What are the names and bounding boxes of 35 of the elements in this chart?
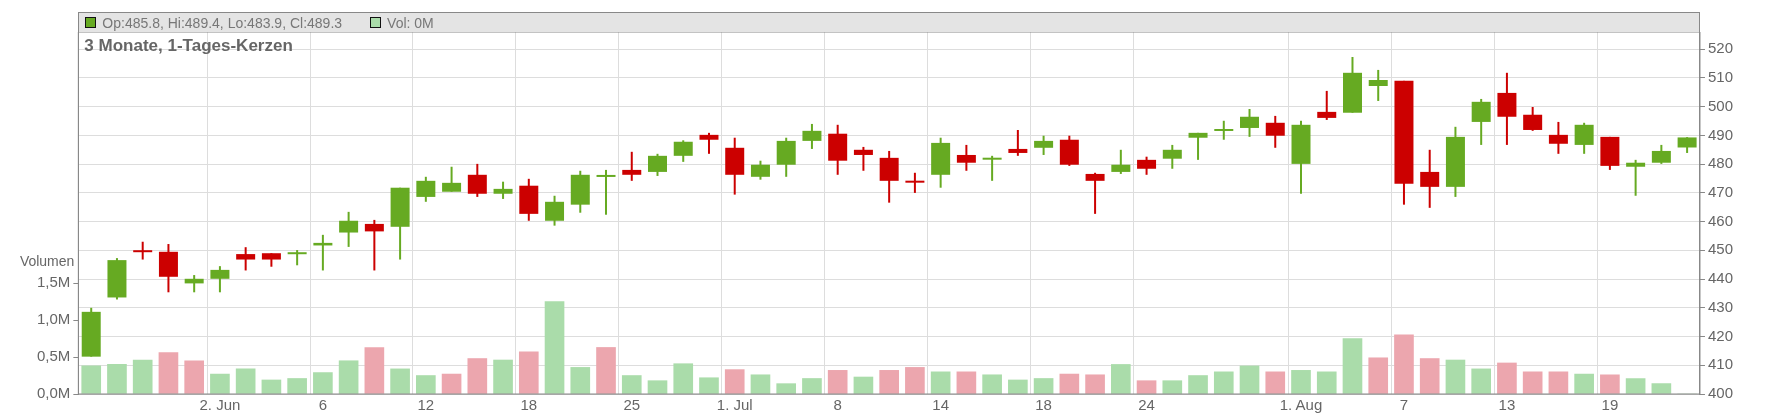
- y-tick-label: 490: [1707, 125, 1733, 143]
- y-tick-label: 400: [1707, 384, 1733, 402]
- chart-title: 3 Monate, 1-Tages-Kerzen: [84, 36, 293, 56]
- y-tick-label: 480: [1707, 154, 1733, 172]
- y-tick-label: 410: [1707, 355, 1733, 373]
- x-tick-label: 1. Aug: [1279, 396, 1323, 414]
- y2-axis-title: Volumen: [19, 253, 75, 270]
- y-tick-label: 450: [1707, 240, 1733, 258]
- y2-tick-label: 1,5M: [36, 273, 71, 291]
- x-tick-label: 19: [1601, 396, 1619, 414]
- y-tick-label: 420: [1707, 326, 1733, 344]
- legend-label: Op:485.8, Hi:489.4, Lo:483.9, Cl:489.3: [102, 14, 343, 31]
- x-tick-label: 14: [932, 396, 949, 414]
- y2-tick-label: 0,0M: [36, 384, 71, 402]
- x-tick-label: 1. Jul: [716, 396, 753, 414]
- y-tick-label: 510: [1707, 68, 1733, 86]
- x-tick-label: 13: [1498, 396, 1516, 414]
- x-tick-label: 7: [1399, 396, 1409, 414]
- x-tick-label: 2. Jun: [199, 396, 241, 414]
- legend-label: Vol: 0M: [387, 14, 434, 31]
- x-tick-label: 6: [318, 396, 328, 414]
- x-tick-label: 18: [1035, 396, 1052, 414]
- x-tick-label: 8: [833, 396, 842, 414]
- y-tick-label: 430: [1707, 297, 1733, 315]
- x-tick-label: 24: [1138, 396, 1155, 414]
- y2-tick-label: 1,0M: [36, 310, 71, 328]
- y2-tick-label: 0,5M: [36, 347, 71, 365]
- x-tick-label: 12: [417, 396, 435, 414]
- y-tick-label: 500: [1707, 96, 1733, 114]
- y-tick-label: 460: [1707, 211, 1733, 229]
- y-tick-label: 440: [1707, 269, 1733, 287]
- x-tick-label: 18: [520, 396, 538, 414]
- x-tick-label: 25: [623, 396, 641, 414]
- y-tick-label: 520: [1707, 39, 1733, 57]
- y-tick-label: 470: [1707, 183, 1733, 201]
